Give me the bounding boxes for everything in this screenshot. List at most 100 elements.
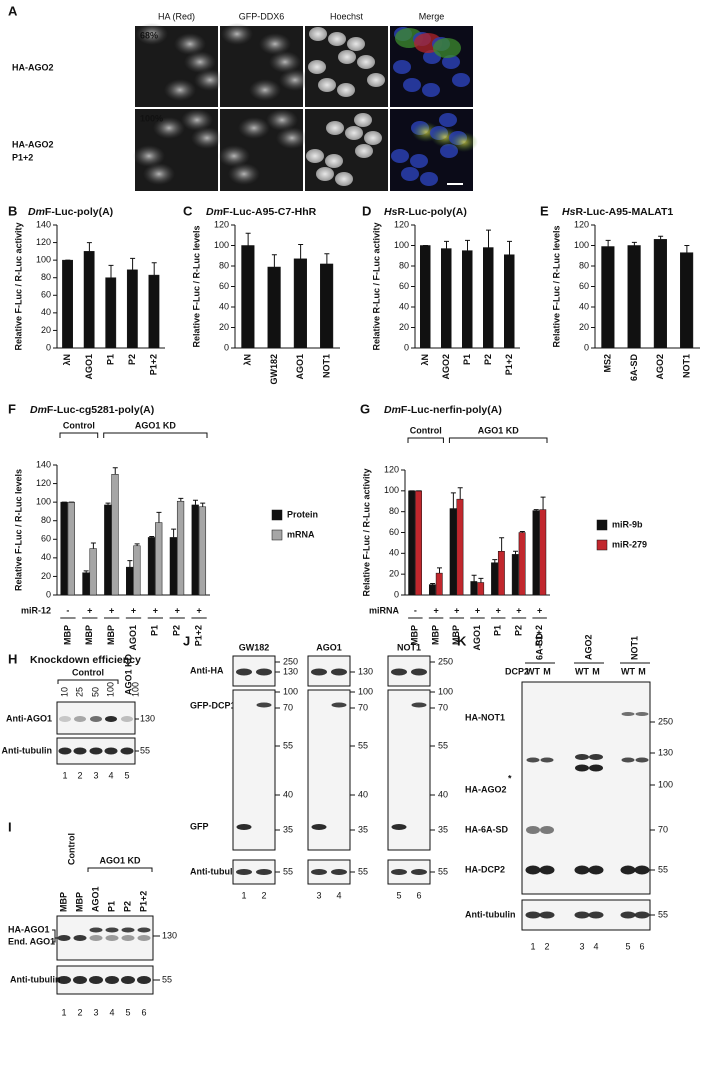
cell-signal: [133, 145, 165, 167]
bar: [408, 490, 416, 596]
marker: 70: [438, 702, 448, 712]
y-tick-label: 60: [389, 527, 399, 537]
y-tick-label: 100: [36, 497, 51, 507]
blot-band: [411, 668, 427, 676]
y-tick-label: 20: [579, 322, 589, 332]
y-tick-label: 0: [224, 342, 229, 352]
y-tick-label: 40: [41, 307, 51, 317]
species: Dm: [384, 404, 401, 416]
bar: [627, 245, 641, 349]
lane-number: 2: [261, 890, 266, 900]
y-tick-label: 120: [384, 464, 399, 474]
marker: 100: [658, 779, 673, 789]
blot-band: [539, 865, 555, 875]
amount-label: 25: [74, 687, 84, 697]
bar: [497, 551, 505, 596]
row-label: GFP-DCP1*: [190, 700, 240, 710]
panel-letter: F: [8, 401, 16, 416]
error-bar: [171, 528, 177, 538]
x-tick-label: MBP: [451, 625, 461, 645]
nucleus: [347, 37, 365, 51]
nucleus: [309, 27, 327, 41]
error-bar: [149, 536, 155, 538]
blot-band: [634, 865, 650, 875]
x-tick-label: 6A-SD: [629, 354, 639, 382]
y-tick-label: 40: [579, 301, 589, 311]
blot-band: [634, 911, 650, 919]
y-tick-label: 60: [41, 534, 51, 544]
nucleus: [403, 78, 421, 92]
marker: 70: [283, 702, 293, 712]
x-tick-label: MBP: [84, 625, 94, 645]
cell-signal: [164, 79, 196, 101]
group-label: 6A-SD: [534, 632, 544, 660]
blot-band: [57, 976, 71, 984]
x-tick-label: NOT1: [321, 354, 331, 378]
treatment-label: miR-12: [21, 605, 51, 615]
x-tick-label: MBP: [410, 625, 420, 645]
x-tick-label: λN: [243, 354, 253, 366]
panel-letter: E: [540, 203, 549, 218]
blot-band: [256, 702, 272, 708]
blot-band: [411, 702, 427, 708]
x-tick-label: P1: [462, 354, 472, 365]
error-bar: [631, 241, 637, 246]
x-tick-label: λN: [420, 354, 430, 366]
y-axis-label: Relative F-Luc / R-Luc levels: [13, 469, 23, 591]
blot-band: [539, 911, 555, 919]
error-bar: [658, 235, 664, 240]
y-axis-label: Relative F-Luc / R-Luc activity: [361, 468, 371, 596]
legend-swatch: [596, 519, 608, 531]
nucleus: [357, 55, 375, 69]
blot-band: [105, 927, 119, 933]
treatment-sign: +: [475, 605, 480, 615]
nucleus: [410, 154, 428, 168]
blot-band: [574, 911, 590, 919]
y-tick-label: 0: [584, 342, 589, 352]
legend-swatch: [271, 509, 283, 521]
lane-number: 6: [639, 941, 644, 951]
lane-number: 5: [625, 941, 630, 951]
error-bar: [519, 530, 525, 533]
lane-number: 1: [530, 941, 535, 951]
y-tick-label: 100: [36, 255, 51, 265]
blot-band: [89, 747, 103, 755]
y-tick-label: 140: [36, 459, 51, 469]
species: Dm: [30, 404, 47, 416]
panel-letter: D: [362, 203, 371, 218]
genotype: M: [638, 666, 646, 676]
blot-band: [121, 716, 133, 722]
marker: 130: [658, 747, 673, 757]
title: F-Luc-cg5281-poly(A): [47, 404, 154, 416]
y-tick-label: 0: [394, 589, 399, 599]
x-tick-label: GW182: [269, 354, 279, 385]
chart-title: HsR-Luc-poly(A): [384, 206, 467, 218]
y-tick-label: 60: [399, 281, 409, 291]
treatment-sign: +: [87, 605, 92, 615]
blot-band: [121, 976, 135, 984]
nucleus: [452, 73, 470, 87]
x-tick-label: P2: [513, 625, 523, 636]
error-bar: [108, 264, 114, 278]
treatment-sign: +: [516, 605, 521, 615]
x-tick-label: MBP: [62, 625, 72, 645]
nucleus: [316, 167, 334, 181]
error-bar: [684, 245, 690, 253]
cell-signal: [136, 23, 168, 45]
genotype: WT: [621, 666, 635, 676]
marker: 250: [438, 656, 453, 666]
blot-band: [589, 754, 603, 760]
chart-title: DmF-Luc-nerfin-poly(A): [384, 404, 502, 416]
treatment-label: miRNA: [369, 605, 400, 615]
bar: [198, 506, 207, 596]
bar: [680, 252, 694, 349]
nucleus: [367, 73, 385, 87]
nucleus: [345, 126, 363, 140]
cell-signal: [218, 145, 250, 167]
x-tick-label: MBP: [430, 625, 440, 645]
cell-signal: [191, 127, 223, 149]
lane-number: 4: [336, 890, 341, 900]
y-axis-label: Relative F-Luc / R-Luc activity: [13, 222, 23, 350]
panel-letter: C: [183, 203, 193, 218]
row-label: GFP: [190, 821, 209, 831]
